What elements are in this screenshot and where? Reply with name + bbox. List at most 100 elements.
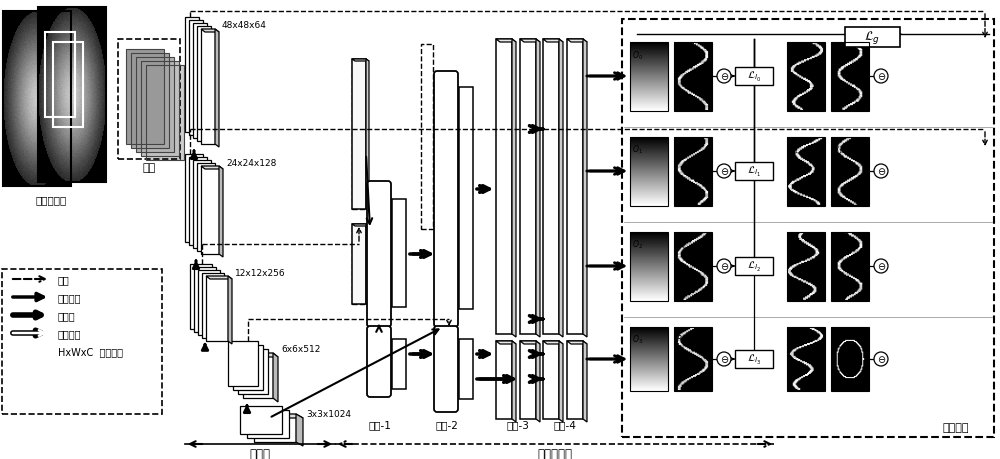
Polygon shape <box>201 167 223 170</box>
Text: $R_2$: $R_2$ <box>833 239 843 251</box>
Text: $R_2$: $R_2$ <box>676 239 686 251</box>
Text: 塔式损失: 塔式损失 <box>943 422 969 432</box>
Bar <box>254 414 296 442</box>
Polygon shape <box>559 341 563 422</box>
Polygon shape <box>536 40 540 337</box>
Polygon shape <box>567 40 587 43</box>
Bar <box>421 45 433 230</box>
Bar <box>352 60 366 210</box>
Bar <box>126 50 164 145</box>
Bar <box>2 269 162 414</box>
Polygon shape <box>254 414 303 418</box>
Bar <box>831 43 869 112</box>
Bar <box>543 40 559 334</box>
Bar <box>735 350 773 368</box>
Text: 复制: 复制 <box>58 274 70 285</box>
Polygon shape <box>219 167 223 257</box>
Text: $O_3$: $O_3$ <box>632 333 643 346</box>
Bar <box>141 62 179 157</box>
Text: ⊖: ⊖ <box>720 354 728 364</box>
Bar <box>193 161 211 248</box>
Text: $G_3$: $G_3$ <box>789 333 800 346</box>
Bar <box>118 40 180 160</box>
Polygon shape <box>243 353 278 357</box>
Circle shape <box>874 259 888 274</box>
Text: ⊖: ⊖ <box>877 262 885 271</box>
Circle shape <box>874 70 888 84</box>
Text: 图像灰度化: 图像灰度化 <box>36 195 67 205</box>
Text: $R_1$: $R_1$ <box>676 144 686 156</box>
FancyBboxPatch shape <box>367 326 391 397</box>
Bar <box>238 349 268 394</box>
Bar <box>787 327 825 391</box>
Text: 6x6x512: 6x6x512 <box>281 345 320 354</box>
Text: 48x48x64: 48x48x64 <box>222 22 267 30</box>
Bar <box>787 138 825 207</box>
Bar <box>136 58 174 153</box>
Polygon shape <box>543 40 563 43</box>
Bar <box>735 162 773 180</box>
Bar <box>243 353 273 398</box>
Bar <box>352 60 366 210</box>
Polygon shape <box>512 341 516 422</box>
Polygon shape <box>520 341 540 344</box>
Polygon shape <box>512 40 516 337</box>
Bar <box>622 20 994 437</box>
Circle shape <box>717 259 731 274</box>
Bar <box>197 164 215 252</box>
Bar <box>146 66 184 161</box>
Bar <box>459 88 473 309</box>
Text: 模块-2: 模块-2 <box>436 419 458 429</box>
Polygon shape <box>536 341 540 422</box>
Text: 编码器: 编码器 <box>250 448 270 459</box>
Text: $R_3$: $R_3$ <box>833 333 843 346</box>
Text: $G_0$: $G_0$ <box>789 49 800 62</box>
Text: 3x3x1024: 3x3x1024 <box>306 409 351 419</box>
Bar <box>674 138 712 207</box>
Polygon shape <box>543 341 563 344</box>
Bar <box>567 40 583 334</box>
FancyBboxPatch shape <box>434 72 458 327</box>
Polygon shape <box>559 40 563 337</box>
Bar <box>185 18 199 133</box>
Text: 最大池化: 最大池化 <box>58 292 82 302</box>
Bar <box>520 40 536 334</box>
FancyBboxPatch shape <box>434 326 458 412</box>
Bar <box>735 68 773 86</box>
Text: $\mathcal{L}_{l_3}$: $\mathcal{L}_{l_3}$ <box>747 352 761 366</box>
Text: ⊖: ⊖ <box>877 167 885 177</box>
Polygon shape <box>366 60 369 212</box>
Bar <box>131 54 169 149</box>
FancyBboxPatch shape <box>367 182 391 327</box>
Bar <box>201 167 219 254</box>
Text: $\mathcal{L}_{l_0}$: $\mathcal{L}_{l_0}$ <box>747 70 761 84</box>
Bar <box>197 27 211 142</box>
Polygon shape <box>352 224 369 226</box>
Text: $O_0$: $O_0$ <box>632 49 643 62</box>
Text: ⊖: ⊖ <box>877 354 885 364</box>
Bar <box>193 24 207 139</box>
Bar <box>567 341 583 419</box>
Polygon shape <box>496 40 516 43</box>
Bar <box>201 30 215 145</box>
Bar <box>194 268 216 332</box>
Bar <box>543 341 559 419</box>
Bar <box>38 8 106 183</box>
Text: ⊖: ⊖ <box>877 72 885 82</box>
Bar <box>189 157 207 246</box>
Text: ⊖: ⊖ <box>720 167 728 177</box>
Text: $O_1$: $O_1$ <box>632 144 643 156</box>
Bar <box>228 341 258 386</box>
Bar <box>831 327 869 391</box>
Polygon shape <box>352 60 369 62</box>
Bar <box>198 270 220 335</box>
Bar <box>352 224 366 304</box>
Bar <box>240 406 282 434</box>
Circle shape <box>717 70 731 84</box>
Text: $R_0$: $R_0$ <box>833 49 843 62</box>
Circle shape <box>717 165 731 179</box>
Text: 切片: 切片 <box>142 162 156 173</box>
Text: 模块-1: 模块-1 <box>369 419 391 429</box>
Text: $\mathcal{L}_{l_1}$: $\mathcal{L}_{l_1}$ <box>747 165 761 179</box>
Bar <box>674 43 712 112</box>
